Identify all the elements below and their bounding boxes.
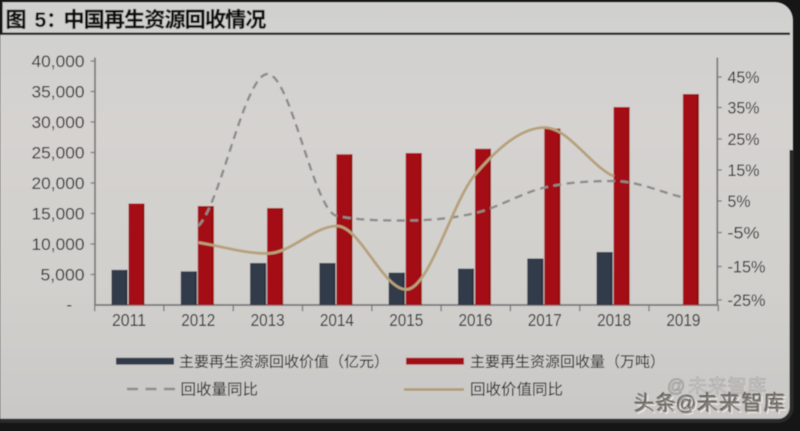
svg-text:2013: 2013 (251, 310, 285, 330)
svg-text:45%: 45% (728, 68, 760, 87)
svg-text:-15%: -15% (728, 258, 766, 277)
svg-text:2014: 2014 (320, 310, 354, 330)
svg-text:30,000: 30,000 (32, 113, 85, 132)
svg-text:-: - (66, 296, 72, 315)
svg-text:25,000: 25,000 (32, 144, 85, 163)
svg-text:2011: 2011 (112, 310, 146, 330)
svg-text:@: @ (667, 376, 685, 396)
svg-text:20,000: 20,000 (32, 174, 85, 193)
svg-text:5,000: 5,000 (41, 266, 85, 285)
svg-text:@: @ (678, 394, 699, 417)
svg-text:5: 5 (35, 9, 47, 32)
svg-text:40,000: 40,000 (32, 52, 85, 71)
svg-text:10,000: 10,000 (32, 235, 85, 254)
svg-text:2015: 2015 (389, 310, 423, 330)
svg-text:-25%: -25% (728, 291, 766, 310)
svg-text:2017: 2017 (528, 310, 562, 330)
svg-text:@: @ (676, 393, 697, 416)
svg-text:15,000: 15,000 (32, 205, 85, 224)
svg-text:35,000: 35,000 (32, 83, 85, 102)
svg-text:25%: 25% (728, 130, 760, 149)
svg-text:2018: 2018 (597, 310, 631, 330)
svg-text:2019: 2019 (666, 310, 700, 330)
svg-text:2016: 2016 (459, 310, 493, 330)
svg-text:@: @ (675, 392, 696, 415)
svg-text:-5%: -5% (728, 224, 760, 243)
svg-text:2012: 2012 (181, 310, 215, 330)
svg-text:35%: 35% (728, 99, 760, 118)
svg-text:15%: 15% (728, 161, 760, 180)
svg-text:5%: 5% (728, 192, 751, 211)
